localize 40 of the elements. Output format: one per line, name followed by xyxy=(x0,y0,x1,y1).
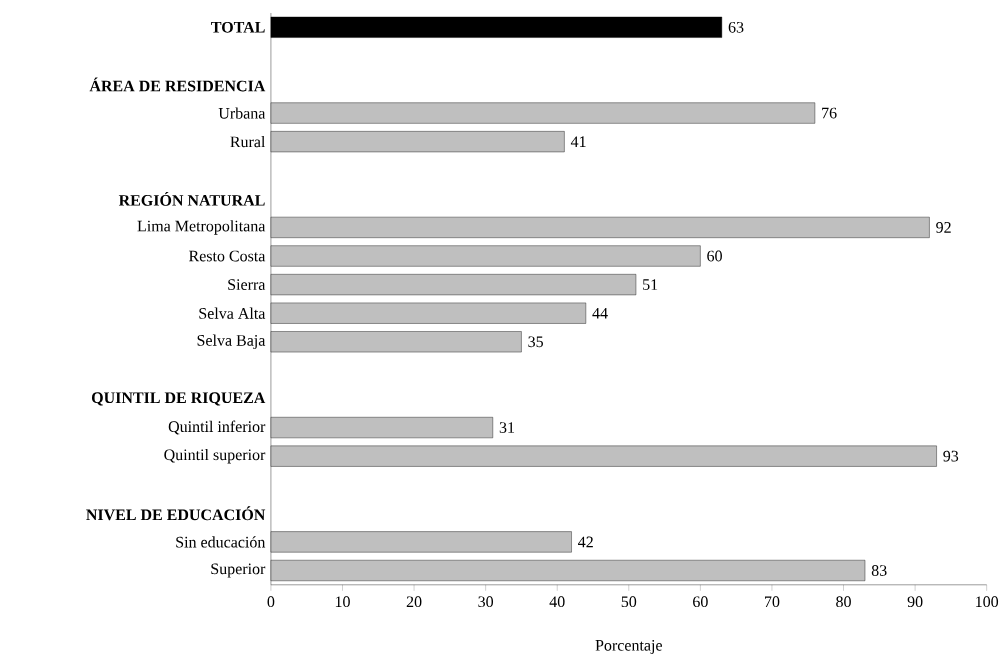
data-label: 83 xyxy=(871,565,887,577)
data-label: 60 xyxy=(707,250,722,262)
x-tick-label: 50 xyxy=(621,596,637,608)
y-tick-label: Urbana xyxy=(218,107,266,119)
data-label: 93 xyxy=(943,450,959,462)
y-tick-label: Quintil superior xyxy=(164,448,266,464)
y-tick-label: Sin educación xyxy=(176,536,266,548)
x-tick-label: 20 xyxy=(406,596,422,608)
data-label: 92 xyxy=(936,222,951,233)
data-label: 41 xyxy=(570,136,586,148)
y-tick-label: Quintil inferior xyxy=(168,420,266,435)
y-tick-label: Sierra xyxy=(228,279,266,291)
y-tick-label: Selva Alta xyxy=(199,307,266,319)
data-label: 35 xyxy=(528,336,543,348)
y-tick-label: Superior xyxy=(211,563,266,578)
y-tick-label: TOTAL xyxy=(211,22,265,33)
x-tick-label: 0 xyxy=(267,596,275,608)
x-tick-label: 10 xyxy=(335,596,350,608)
x-tick-label: 40 xyxy=(549,596,565,608)
y-tick-label: NIVEL DE EDUCACIÓN xyxy=(86,506,266,521)
y-tick-label: ÁREA DE RESIDENCIA xyxy=(89,77,266,92)
x-tick-label: 30 xyxy=(478,596,494,608)
data-label: 31 xyxy=(499,422,515,434)
x-tick-label: 90 xyxy=(907,596,923,608)
x-axis-title: Porcentaje xyxy=(595,640,662,655)
y-tick-label: Lima Metropolitana xyxy=(137,220,266,235)
x-tick-label: 70 xyxy=(765,596,780,608)
x-tick-label: 60 xyxy=(693,596,708,608)
data-label: 63 xyxy=(728,22,744,33)
data-label: 76 xyxy=(822,107,837,119)
y-tick-label: Rural xyxy=(230,136,266,148)
data-label: 44 xyxy=(592,308,608,319)
data-label: 51 xyxy=(643,279,658,291)
x-tick-label: 80 xyxy=(836,596,851,608)
y-tick-label: Selva Baja xyxy=(197,334,266,350)
y-tick-label: REGIÓN NATURAL xyxy=(118,191,265,206)
x-tick-label: 100 xyxy=(976,596,999,608)
y-tick-label: Resto Costa xyxy=(188,250,266,262)
y-tick-label: QUINTIL DE RIQUEZA xyxy=(91,392,266,406)
data-label: 42 xyxy=(578,536,593,548)
